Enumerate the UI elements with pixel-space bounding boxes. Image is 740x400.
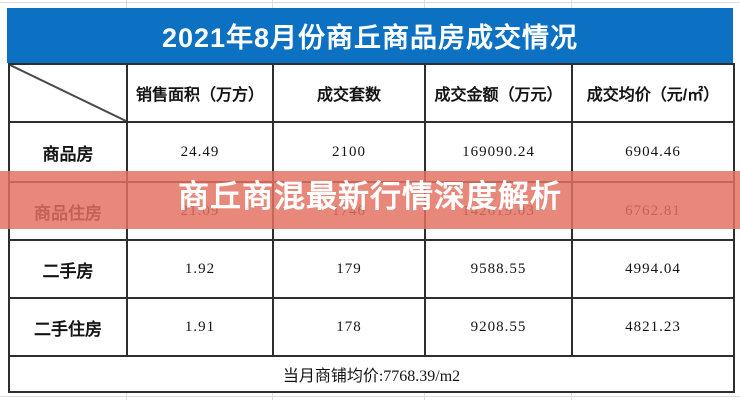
shop-average-price: 当月商铺均价:7768.39/m2: [8, 355, 735, 393]
column-header-amount: 成交金额（万元）: [424, 63, 573, 123]
diagonal-divider-icon: [10, 65, 126, 121]
column-header-area: 销售面积（万方）: [126, 63, 274, 123]
cell-price: 4821.23: [571, 297, 735, 357]
table-row: 二手住房 1.91 178 9208.55 4821.23: [8, 297, 735, 357]
cell-price: 4994.04: [571, 239, 735, 299]
corner-cell: [8, 63, 128, 123]
footer-row: 当月商铺均价:7768.39/m2: [8, 355, 735, 393]
column-header-units: 成交套数: [272, 63, 426, 123]
cell-units: 178: [272, 297, 426, 357]
grid-line: [0, 396, 740, 397]
page-title: 2021年8月份商丘商品房成交情况: [161, 23, 579, 53]
cell-amount: 9588.55: [424, 239, 573, 299]
row-label: 二手房: [8, 239, 128, 299]
transactions-table: 销售面积（万方） 成交套数 成交金额（万元） 成交均价（元/㎡） 商品房 24.…: [8, 63, 735, 393]
title-bar: 2021年8月份商丘商品房成交情况: [7, 8, 733, 63]
row-label: 二手住房: [8, 297, 128, 357]
cell-amount: 9208.55: [424, 297, 573, 357]
grid-line: [0, 2, 740, 3]
column-header-price: 成交均价（元/㎡）: [571, 63, 735, 123]
cell-units: 179: [272, 239, 426, 299]
header-row: 销售面积（万方） 成交套数 成交金额（万元） 成交均价（元/㎡）: [8, 63, 735, 123]
cell-area: 1.91: [126, 297, 274, 357]
watermark-headline: 商丘商混最新行情深度解析: [178, 179, 562, 214]
cell-area: 1.92: [126, 239, 274, 299]
watermark-band: [0, 171, 740, 229]
table-row: 二手房 1.92 179 9588.55 4994.04: [8, 239, 735, 299]
